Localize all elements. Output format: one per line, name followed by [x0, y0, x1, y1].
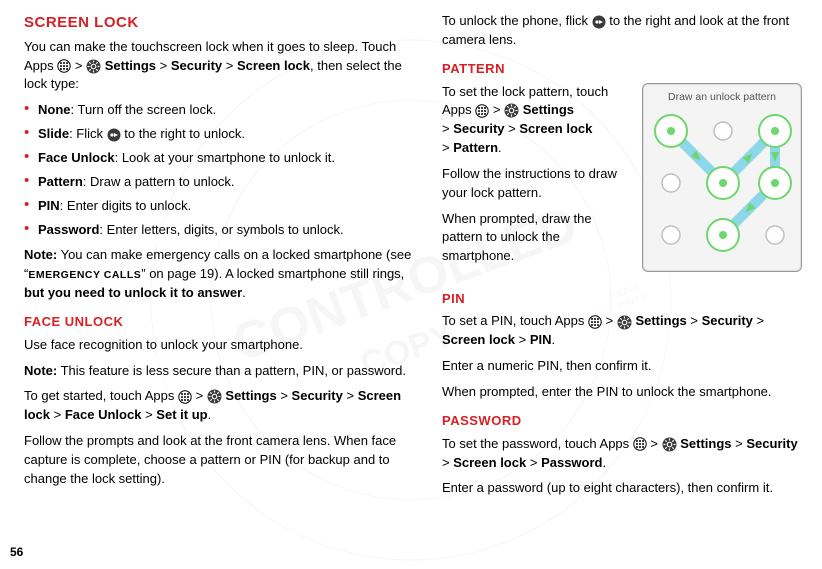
- apps-icon: [633, 437, 647, 451]
- heading-password: Password: [442, 412, 802, 431]
- list-item: Password: Enter letters, digits, or symb…: [24, 221, 414, 240]
- list-item: Slide: Flick to the right to unlock.: [24, 125, 414, 144]
- gear-icon: [207, 389, 222, 404]
- heading-pin: PIN: [442, 290, 802, 309]
- apps-icon: [588, 315, 602, 329]
- gear-icon: [617, 315, 632, 330]
- heading-pattern: Pattern: [442, 60, 802, 79]
- password-enter: Enter a password (up to eight characters…: [442, 479, 802, 498]
- password-path: To set the password, touch Apps > Settin…: [442, 435, 802, 473]
- unlock-phone-text: To unlock the phone, flick to the right …: [442, 12, 802, 50]
- flick-icon: [107, 128, 121, 142]
- gear-icon: [86, 59, 101, 74]
- heading-face-unlock: Face unlock: [24, 313, 414, 332]
- list-item: Pattern: Draw a pattern to unlock.: [24, 173, 414, 192]
- face-unlock-note: Note: This feature is less secure than a…: [24, 362, 414, 381]
- face-unlock-intro: Use face recognition to unlock your smar…: [24, 336, 414, 355]
- screen-lock-intro: You can make the touchscreen lock when i…: [24, 38, 414, 95]
- flick-icon: [592, 15, 606, 29]
- pattern-diagram-title: Draw an unlock pattern: [649, 90, 795, 105]
- list-item: PIN: Enter digits to unlock.: [24, 197, 414, 216]
- face-unlock-prompts: Follow the prompts and look at the front…: [24, 432, 414, 489]
- list-item: None: Turn off the screen lock.: [24, 101, 414, 120]
- face-unlock-path: To get started, touch Apps > Settings > …: [24, 387, 414, 425]
- apps-icon: [178, 390, 192, 404]
- apps-icon: [57, 59, 71, 73]
- apps-icon: [475, 104, 489, 118]
- heading-screen-lock: Screen lock: [24, 12, 414, 34]
- pattern-diagram: Draw an unlock pattern: [642, 83, 802, 272]
- page-number: 56: [10, 544, 23, 561]
- pin-enter: Enter a numeric PIN, then confirm it.: [442, 357, 802, 376]
- gear-icon: [662, 437, 677, 452]
- note-emergency: Note: You can make emergency calls on a …: [24, 246, 414, 303]
- gear-icon: [504, 103, 519, 118]
- lock-type-list: None: Turn off the screen lock. Slide: F…: [24, 101, 414, 239]
- pattern-svg: [649, 109, 797, 257]
- left-column: Screen lock You can make the touchscreen…: [24, 12, 414, 505]
- pin-path: To set a PIN, touch Apps > Settings > Se…: [442, 312, 802, 350]
- right-column: To unlock the phone, flick to the right …: [442, 12, 802, 505]
- pin-prompt: When prompted, enter the PIN to unlock t…: [442, 383, 802, 402]
- list-item: Face Unlock: Look at your smartphone to …: [24, 149, 414, 168]
